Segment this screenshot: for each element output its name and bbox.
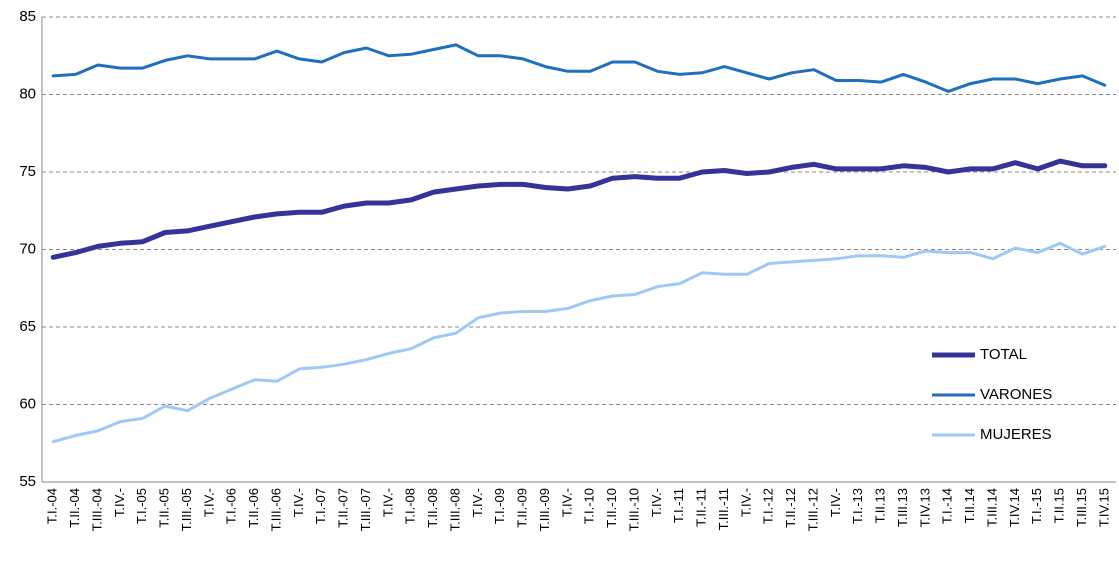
- x-tick-label: T.IV.-: [828, 488, 843, 517]
- x-tick-label: T.III.-12: [805, 488, 820, 531]
- x-tick-label: T.III.-05: [179, 488, 194, 531]
- y-tick-label: 85: [19, 8, 36, 25]
- x-tick-label: T.I.-06: [224, 488, 239, 524]
- x-tick-label: T.IV.-: [559, 488, 574, 517]
- x-tick-label: T.I.-11: [671, 488, 686, 523]
- x-tick-label: T.I.-10: [582, 488, 597, 524]
- x-tick-label: T.II.-04: [67, 488, 82, 528]
- y-tick-label: 70: [19, 240, 36, 257]
- x-tick-label: T.II.-05: [157, 488, 172, 528]
- x-tick-label: T.IV.-: [291, 488, 306, 517]
- legend-label: MUJERES: [980, 426, 1052, 443]
- x-tick-label: T.II.-09: [515, 488, 530, 528]
- y-tick-label: 75: [19, 163, 36, 180]
- y-tick-label: 60: [19, 395, 36, 412]
- x-tick-label: T.II.-11: [694, 488, 709, 527]
- x-tick-label: T.II.-08: [425, 488, 440, 528]
- x-tick-label: T.I.-15: [1029, 488, 1044, 524]
- series-line: [51, 43, 1107, 93]
- x-tick-label: T.III.-11: [716, 488, 731, 530]
- legend-label: TOTAL: [980, 346, 1027, 363]
- y-tick-label: 65: [19, 318, 36, 335]
- y-tick-label: 55: [19, 473, 36, 490]
- x-tick-label: T.III.-06: [268, 488, 283, 531]
- x-tick-label: T.IV.13: [917, 488, 932, 527]
- x-tick-label: T.IV.14: [1007, 488, 1022, 527]
- x-tick-label: T.IV.-: [380, 488, 395, 517]
- x-tick-label: T.IV.-: [201, 488, 216, 517]
- x-tick-label: T.I.-04: [45, 488, 60, 524]
- x-tick-label: T.IV.-: [738, 488, 753, 517]
- x-tick-label: T.II.-07: [336, 488, 351, 528]
- x-tick-label: T.II.15: [1052, 488, 1067, 523]
- x-tick-label: T.III.-09: [537, 488, 552, 531]
- series-line: [50, 158, 1108, 260]
- x-tick-label: T.IV.-: [649, 488, 664, 517]
- x-tick-label: T.II.14: [962, 488, 977, 523]
- x-tick-label: T.III.-07: [358, 488, 373, 531]
- x-tick-label: T.III.15: [1074, 488, 1089, 527]
- x-tick-label: T.II.-06: [246, 488, 261, 528]
- x-tick-label: T.I.-13: [850, 488, 865, 524]
- series-line: [51, 241, 1107, 444]
- x-tick-label: T.III.13: [895, 488, 910, 527]
- x-tick-label: T.III.-04: [89, 488, 104, 531]
- x-tick-label: T.II.13: [873, 488, 888, 523]
- x-tick-label: T.II.-10: [604, 488, 619, 528]
- legend-label: VARONES: [980, 386, 1052, 403]
- x-tick-label: T.I.-14: [940, 488, 955, 524]
- x-tick-label: T.III.-08: [447, 488, 462, 531]
- x-tick-label: T.I.-08: [403, 488, 418, 524]
- x-tick-label: T.I.-07: [313, 488, 328, 524]
- x-tick-label: T.I.-09: [492, 488, 507, 524]
- x-tick-label: T.II.-12: [783, 488, 798, 528]
- x-tick-label: T.IV.15: [1096, 488, 1111, 527]
- x-tick-label: T.I.-05: [134, 488, 149, 524]
- x-tick-label: T.III.14: [984, 488, 999, 527]
- y-tick-label: 80: [19, 85, 36, 102]
- x-tick-label: T.I.-12: [761, 488, 776, 524]
- x-tick-label: T.IV.-: [112, 488, 127, 517]
- x-tick-label: T.III.-10: [626, 488, 641, 531]
- x-tick-label: T.IV.-: [470, 488, 485, 517]
